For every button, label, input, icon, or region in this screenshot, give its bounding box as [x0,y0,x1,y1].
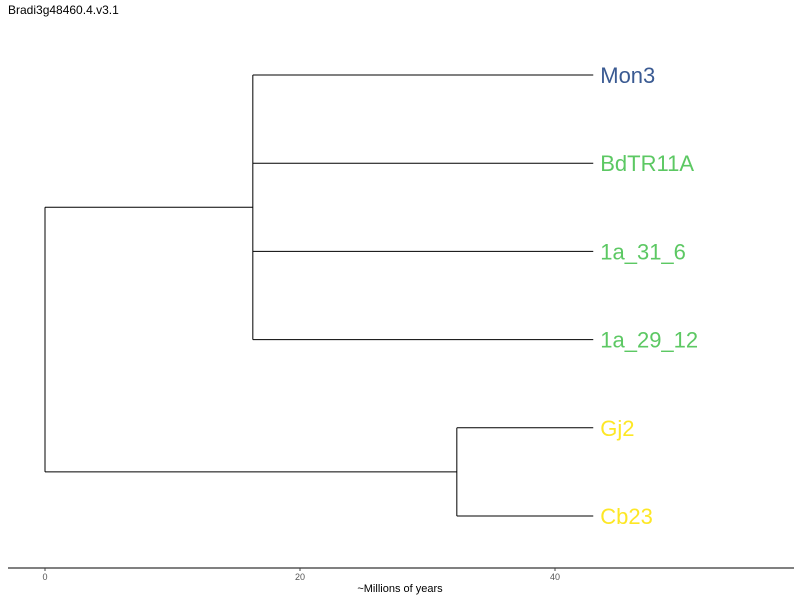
tree-branches [44,74,594,517]
leaf-label: Cb23 [600,504,653,529]
leaf-label: Gj2 [600,416,634,441]
leaf-label: 1a_31_6 [600,239,686,264]
x-axis-label: ~Millions of years [357,583,443,595]
x-tick-label: 0 [42,572,47,582]
x-tick-label: 20 [295,572,305,582]
x-tick-label: 40 [550,572,560,582]
leaf-labels: Mon3 BdTR11A 1a_31_6 1a_29_12 Gj2 Cb23 [600,63,698,529]
x-ticks: 0 20 40 [42,568,560,582]
leaf-label: 1a_29_12 [600,328,698,353]
chart-title: Bradi3g48460.4.v3.1 [8,3,119,17]
leaf-label: BdTR11A [600,151,694,176]
x-axis: 0 20 40 [8,567,794,582]
leaf-label: Mon3 [600,63,655,88]
